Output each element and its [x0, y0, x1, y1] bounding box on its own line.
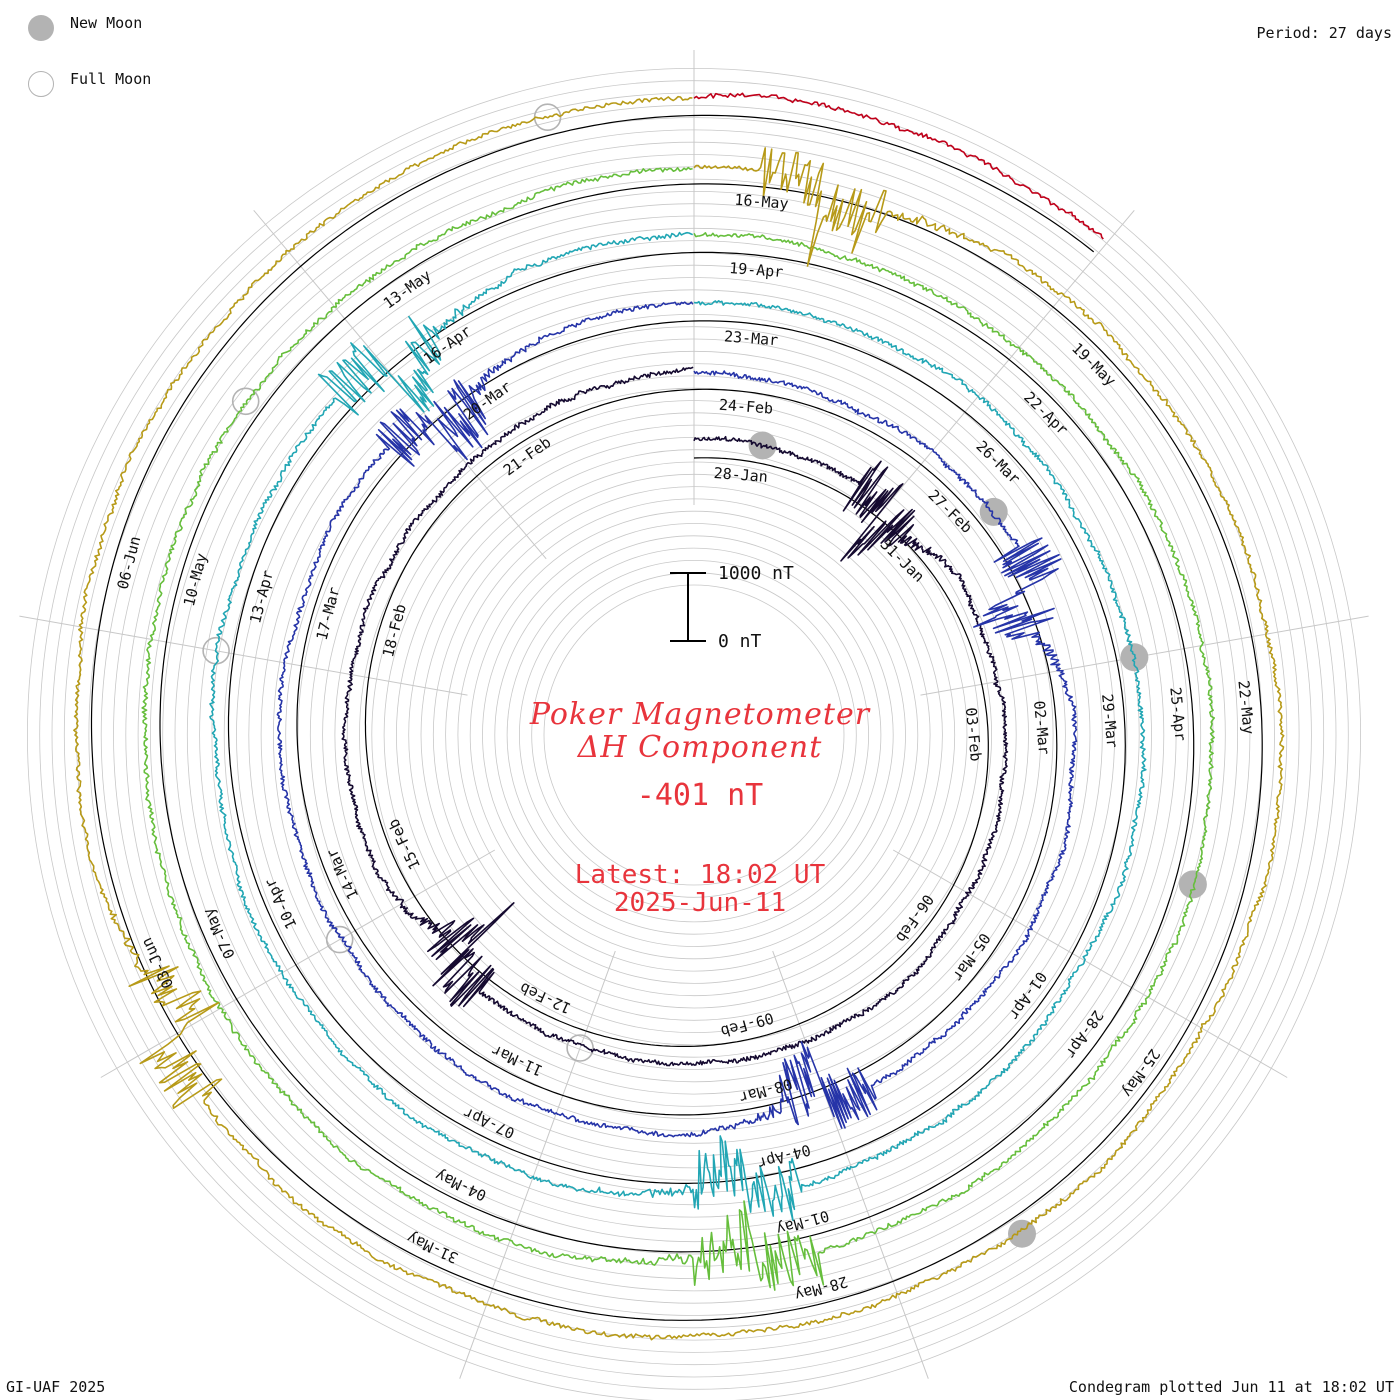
full-moon-marker	[566, 1034, 594, 1062]
date-label: 31-May	[404, 1228, 461, 1267]
current-value: -401 nT	[636, 778, 764, 813]
day-spoke	[19, 615, 468, 696]
scale-bar	[670, 572, 706, 642]
scale-top-label: 1000 nT	[718, 563, 794, 584]
period-label: Period: 27 days	[1256, 24, 1392, 42]
date-label: 24-Feb	[718, 396, 773, 418]
trace-turn-16-May	[73, 95, 1285, 1341]
date-label: 10-May	[180, 551, 211, 608]
full-moon-marker	[231, 387, 260, 416]
date-label: 13-Apr	[246, 568, 277, 625]
day-spoke	[841, 209, 1135, 560]
plotted-timestamp: Condegram plotted Jun 11 at 18:02 UT	[1068, 1378, 1394, 1396]
grid-circle	[494, 535, 894, 935]
full-moon-icon	[28, 71, 54, 97]
date-label: 27-Feb	[925, 486, 976, 537]
chart-title: Poker Magnetometer	[529, 697, 871, 732]
baseline-spiral-path	[90, 114, 1263, 1321]
grid-circle	[506, 547, 882, 923]
baseline-spiral	[90, 114, 1263, 1321]
date-label: 25-Apr	[1166, 686, 1189, 742]
date-label: 28-Apr	[1062, 1007, 1107, 1062]
date-label: 22-Apr	[1020, 388, 1071, 439]
date-label: 01-Apr	[1005, 968, 1050, 1023]
date-label: 07-Apr	[461, 1104, 518, 1143]
date-label: 23-Mar	[723, 327, 778, 349]
latest-date: 2025-Jun-11	[613, 888, 787, 918]
trace-turn-09-Jun	[693, 92, 1104, 240]
date-label: 11-Mar	[489, 1041, 546, 1080]
date-label: 01-May	[774, 1207, 831, 1239]
new-moon-legend-label: New Moon	[70, 14, 143, 32]
new-moon-marker	[1178, 870, 1207, 899]
day-spoke	[100, 849, 496, 1078]
latest-time: Latest: 18:02 UT	[574, 860, 826, 890]
date-label: 19-May	[1068, 339, 1119, 390]
date-label: 28-Jan	[713, 464, 768, 486]
trace-turn-24-Feb	[276, 301, 1078, 1138]
date-label: 19-Apr	[729, 259, 784, 281]
date-label: 16-May	[734, 191, 789, 213]
full-moon-marker	[325, 925, 354, 954]
grid-circle	[519, 560, 870, 911]
credit-label: GI-UAF 2025	[6, 1378, 106, 1396]
chart-subtitle: ΔH Component	[577, 730, 823, 765]
new-moon-marker	[1008, 1219, 1036, 1248]
grid-circle	[482, 523, 906, 947]
date-label: 03-Feb	[962, 707, 985, 763]
date-label: 03-Jun	[137, 935, 177, 992]
moon-markers	[202, 103, 1207, 1248]
date-label: 05-Mar	[949, 930, 994, 985]
date-label: 21-Feb	[500, 433, 555, 479]
day-spoke	[459, 950, 616, 1379]
date-label: 22-May	[1234, 680, 1257, 736]
date-label: 02-Mar	[1030, 700, 1053, 756]
full-moon-legend-label: Full Moon	[70, 70, 152, 88]
grid-circle	[543, 584, 845, 886]
date-label: 12-Feb	[517, 979, 574, 1018]
date-label: 04-Apr	[756, 1141, 813, 1173]
day-spoke	[892, 849, 1288, 1078]
scale-bottom-label: 0 nT	[718, 631, 762, 652]
date-label: 29-Mar	[1098, 693, 1121, 749]
new-moon-icon	[28, 15, 54, 41]
date-label: 25-May	[1118, 1045, 1163, 1100]
date-label: 08-Mar	[737, 1075, 794, 1107]
day-spoke	[772, 950, 929, 1379]
trace-turn-19-Apr	[141, 166, 1215, 1291]
trace-turn-23-Mar	[209, 231, 1147, 1222]
grid-circle	[469, 510, 919, 960]
delta-h-traces	[73, 92, 1285, 1341]
trace-turn-28-Jan	[341, 366, 1009, 1067]
